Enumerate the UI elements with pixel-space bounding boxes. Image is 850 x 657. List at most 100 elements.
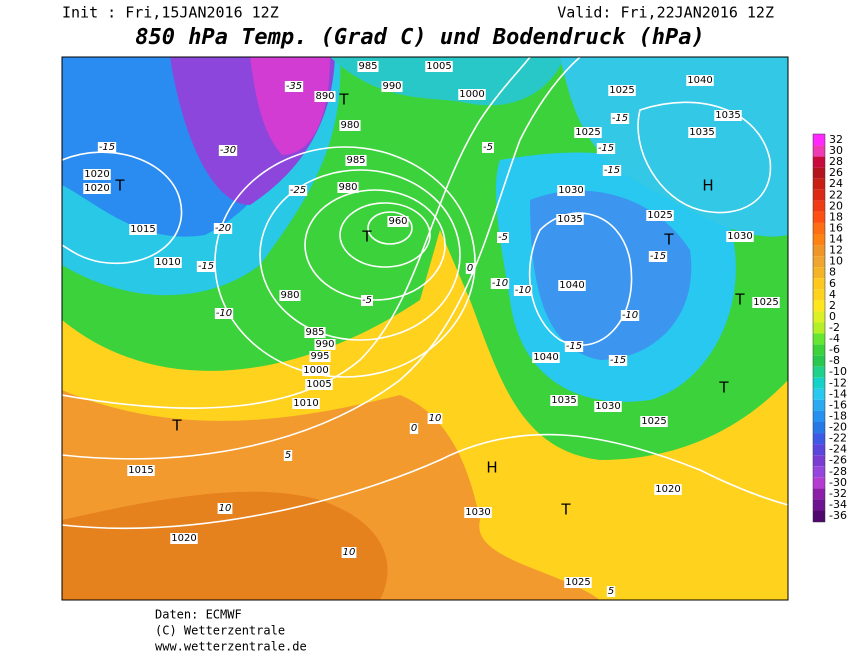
temperature-label-box [218,145,238,156]
isobar-label: 1025 [647,210,672,221]
legend-tick-label: 12 [829,244,843,257]
map-frame [61,56,789,601]
isobar-label: 1025 [565,577,590,588]
isobar-label-box [425,61,453,72]
isobar-label-box [688,127,716,138]
color-swatch [813,278,825,290]
isobar-label-box [686,75,714,86]
temperature-label-box [465,263,475,274]
temperature-label-box [596,143,616,154]
color-swatch [813,377,825,389]
color-swatch [813,344,825,356]
footer-source: Daten: ECMWF [155,608,242,622]
temperature-label: 10 [219,503,232,514]
color-legend: 32302826242220181614121086420-2-4-6-8-10… [812,133,847,523]
isobar-label: 980 [340,120,359,131]
color-swatch [813,167,825,179]
isobar-label-box [304,327,326,338]
isobar-label: 980 [280,290,299,301]
color-swatch [813,156,825,168]
isobar-label-box [345,155,367,166]
isobar-label-box [752,297,780,308]
footer-url: www.wetterzentrale.de [155,640,307,654]
temperature-label: -10 [216,308,232,319]
legend-tick-label: -14 [829,387,847,400]
isobar-label-box [654,484,682,495]
legend-tick-label: -24 [829,443,847,456]
temperature-label: -5 [362,295,372,306]
isobar-label-box [170,533,198,544]
legend-tick-label: -34 [829,498,847,511]
color-swatch [813,322,825,334]
temperature-label: -5 [483,142,493,153]
field-blue-europe [530,190,692,360]
isobar-label: 1040 [533,352,558,363]
temperature-label-box [284,81,304,92]
legend-tick-label: -8 [829,354,840,367]
temperature-label-box [409,423,419,434]
temperature-label: -15 [650,251,666,262]
color-swatch [813,256,825,268]
isobar-label: 1005 [426,61,451,72]
temperature-label-box [482,142,494,153]
temperature-label-box [610,113,630,124]
isobar-label-box [574,127,602,138]
pressure-center: T [361,228,372,246]
isobar-label: 1005 [306,379,331,390]
temperature-label-box [97,142,117,153]
isobar-label: 960 [388,216,407,227]
isobar-label: 995 [310,351,329,362]
temperature-label-box [608,355,628,366]
temperature-label: -15 [610,355,626,366]
isobar-label: 1035 [551,395,576,406]
temperature-label-box [196,261,216,272]
temperature-label: 10 [429,413,442,424]
isobar-label: 1040 [559,280,584,291]
color-swatch [813,455,825,467]
legend-tick-label: 26 [829,166,843,179]
isobar-label: 1015 [130,224,155,235]
temperature-label-box [427,413,443,424]
isobar-label-box [314,91,336,102]
map-area [62,57,788,600]
isobar [637,101,772,214]
temperature-label-box [361,295,373,306]
isobar-label: 1035 [557,214,582,225]
color-swatch [813,311,825,323]
isobar-label: 1020 [84,169,109,180]
temperature-label: 10 [343,547,356,558]
isobar-label: 990 [382,81,401,92]
temperature-label-box [283,450,293,461]
isobar-label: 1010 [155,257,180,268]
isobar-label-box [292,398,320,409]
color-swatch [813,388,825,400]
temperature-label: -5 [498,232,508,243]
isobar-label-box [464,507,492,518]
isobar-label: 1025 [609,85,634,96]
temperature-label: -10 [622,310,638,321]
temperature-label-box [564,341,584,352]
legend-tick-label: 8 [829,266,836,279]
isobar [62,433,788,530]
temperature-label-box [620,310,640,321]
legend-tick-label: 24 [829,177,843,190]
pressure-center: T [338,91,349,109]
isobar [339,202,431,268]
legend-tick-label: -30 [829,476,847,489]
isobar-label: 985 [305,327,324,338]
isobar-label: 1020 [84,183,109,194]
legend-tick-label: 20 [829,199,843,212]
temperature-label: 5 [285,450,291,461]
isobar-label-box [127,465,155,476]
temperature-label-box [341,547,357,558]
legend-tick-label: -18 [829,409,847,422]
temperature-label-box [602,165,622,176]
legend-tick-label: -20 [829,421,847,434]
temperature-label-box [214,308,234,319]
isobar-label-box [314,339,336,350]
isobar-label-box [608,85,636,96]
legend-tick-label: -4 [829,332,840,345]
field-dark-orange [62,491,388,600]
isobar [367,211,413,245]
